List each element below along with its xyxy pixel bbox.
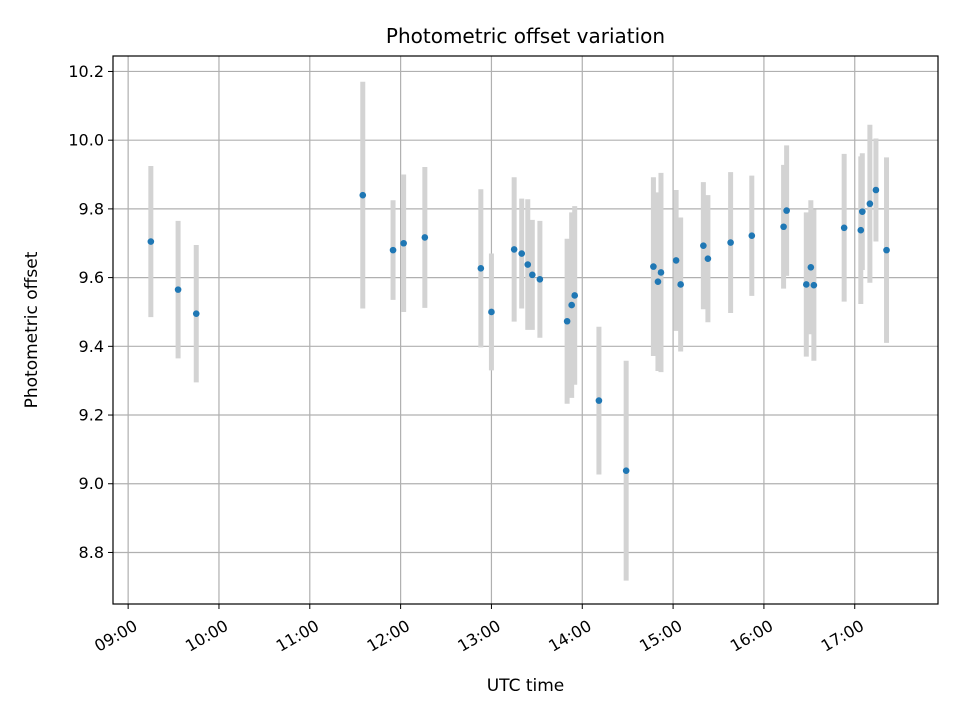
data-point [477,265,485,272]
data-point [700,242,707,249]
data-point [859,208,866,215]
data-point [421,234,429,241]
data-point [622,467,630,474]
data-point [488,308,495,316]
data-point [780,223,787,231]
data-point [595,397,603,404]
data-point [748,232,756,239]
data-point [571,292,578,299]
data-point [563,317,571,325]
data-point [840,224,848,232]
data-point [807,263,815,271]
y-tick-label: 8.8 [79,543,104,562]
data-point [568,301,575,309]
data-point [704,255,712,263]
data-point [536,276,544,283]
data-point [359,191,367,199]
data-point [866,200,874,208]
data-point [510,246,518,253]
data-point [783,207,790,214]
data-points [147,186,890,474]
data-point [727,239,734,246]
data-point [147,238,155,245]
y-axis-label: Photometric offset [22,251,42,408]
data-point [857,226,865,234]
data-point [400,239,407,247]
data-point [650,263,657,270]
y-tick-label: 9.4 [79,337,104,356]
data-point [389,246,397,254]
y-tick-label: 10.2 [68,62,104,81]
data-point [654,278,662,286]
data-point [677,281,684,288]
data-point [803,281,810,288]
chart-title: Photometric offset variation [386,24,665,48]
y-tick-label: 9.8 [79,199,104,218]
y-tick-label: 9.0 [79,474,104,493]
data-point [872,186,880,194]
data-point [518,250,526,257]
y-tick-label: 9.2 [79,406,104,425]
data-point [883,246,890,254]
data-point [192,310,200,317]
data-point [810,281,818,289]
data-point [529,271,536,279]
data-point [524,261,532,268]
data-point [657,269,665,276]
plot-area-frame [112,55,939,605]
y-tick-label: 9.6 [79,268,104,287]
data-point [174,286,182,293]
y-tick-label: 10.0 [68,131,104,150]
data-point [672,257,680,264]
x-axis-label: UTC time [487,676,565,696]
